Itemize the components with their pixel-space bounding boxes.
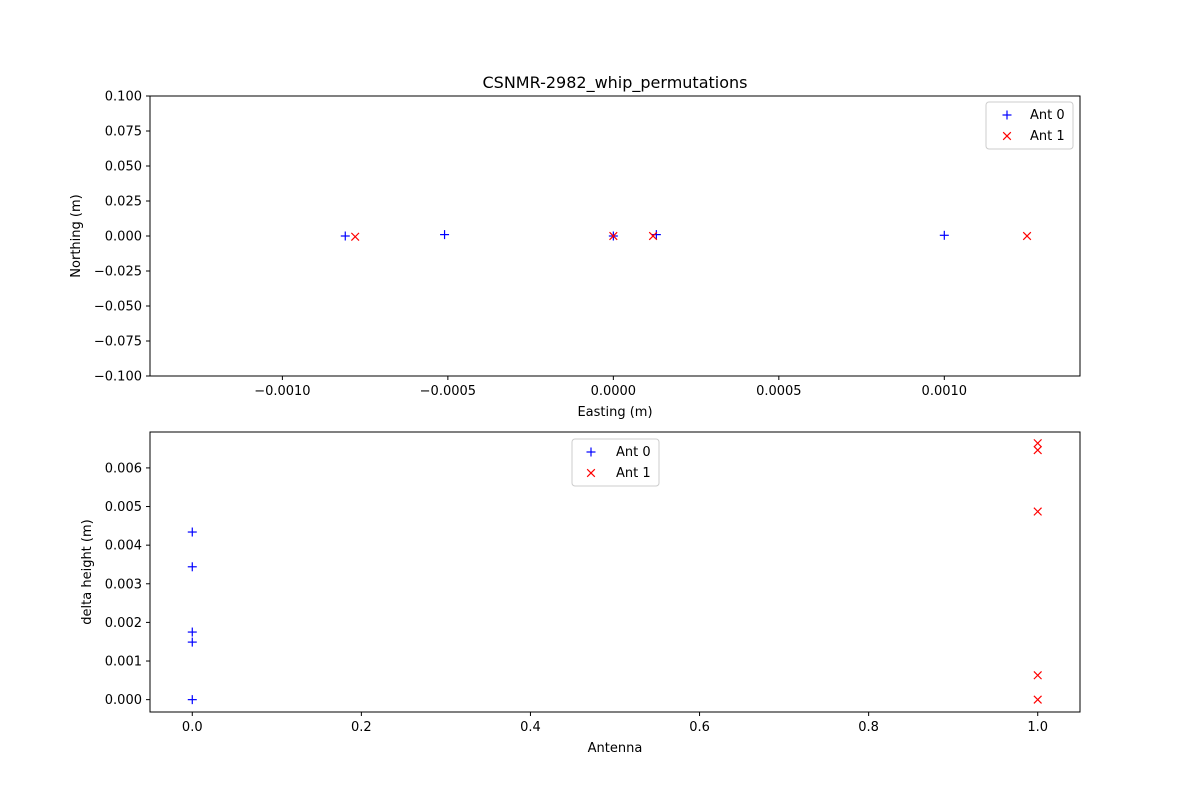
top-x-ticks: −0.0010 −0.0005 0.0000 0.0005 0.0010 [254, 376, 967, 399]
bottom-y-tick-label: 0.000 [105, 693, 142, 708]
bottom-point-ant-1 [1033, 671, 1042, 680]
bottom-y-tick-label: 0.003 [105, 577, 142, 592]
bottom-x-tick-label: 0.8 [858, 720, 879, 735]
top-x-tick-label: 0.0005 [756, 384, 802, 399]
top-x-axis-label: Easting (m) [577, 405, 652, 420]
top-chart: CSNMR-2982_whip_permutations −0.0010 −0.0… [69, 73, 1081, 420]
bottom-y-tick-label: 0.001 [105, 655, 142, 670]
top-y-tick-label: 0.000 [105, 230, 142, 245]
top-point-ant-1 [609, 231, 618, 241]
bottom-x-ticks: 0.0 0.2 0.4 0.6 0.8 1.0 [182, 712, 1048, 735]
top-legend-label-ant-0: Ant 0 [1030, 108, 1065, 123]
top-legend-marker-ant-0 [1002, 110, 1012, 120]
bottom-point-ant-0 [187, 527, 197, 537]
bottom-point-ant-1 [1033, 445, 1042, 455]
top-point-ant-1 [1022, 231, 1032, 241]
top-y-tick-label: −0.075 [94, 335, 142, 350]
bottom-point-ant-1 [1033, 695, 1042, 704]
bottom-point-ant-0 [187, 695, 197, 705]
top-x-tick-label: −0.0010 [254, 384, 310, 399]
bottom-point-ant-1 [1033, 438, 1042, 448]
top-x-tick-label: 0.0010 [922, 384, 968, 399]
top-legend-marker-ant-1 [1002, 131, 1012, 141]
bottom-y-tick-label: 0.006 [105, 461, 142, 476]
bottom-point-ant-0 [187, 627, 197, 637]
top-x-tick-label: −0.0005 [420, 384, 476, 399]
bottom-y-axis-label: delta height (m) [80, 519, 95, 624]
top-y-tick-label: 0.075 [105, 125, 142, 140]
bottom-y-tick-label: 0.002 [105, 616, 142, 631]
legend-plus-marker [586, 447, 596, 457]
top-y-tick-label: −0.025 [94, 265, 142, 280]
bottom-x-tick-label: 1.0 [1027, 720, 1048, 735]
bottom-point-ant-1 [1033, 507, 1042, 516]
top-y-tick-label: 0.025 [105, 195, 142, 210]
top-legend-label-ant-1: Ant 1 [1030, 129, 1065, 144]
top-point-ant-0 [440, 230, 450, 240]
bottom-legend: Ant 0 Ant 1 [571, 438, 660, 487]
top-y-ticks: −0.100 −0.075 −0.050 −0.025 0.000 0.025 0.050 0… [94, 90, 150, 385]
bottom-plot-frame [149, 431, 1081, 713]
top-point-ant-0 [651, 230, 661, 240]
bottom-x-tick-label: 0.0 [182, 720, 203, 735]
top-chart-title: CSNMR-2982_whip_permutations [483, 73, 748, 93]
top-y-tick-label: −0.100 [94, 370, 142, 385]
bottom-legend-marker-ant-0 [586, 447, 596, 457]
bottom-x-tick-label: 0.2 [351, 720, 372, 735]
top-point-ant-1 [648, 231, 658, 241]
bottom-x-tick-label: 0.6 [689, 720, 710, 735]
bottom-points [187, 438, 1042, 705]
bottom-legend-label-ant-0: Ant 0 [616, 445, 651, 460]
legend-plus-marker [1002, 110, 1012, 120]
bottom-point-ant-0 [187, 637, 197, 647]
bottom-point-ant-0 [187, 562, 197, 572]
top-y-tick-label: 0.050 [105, 160, 142, 175]
bottom-y-tick-label: 0.004 [105, 539, 142, 554]
bottom-y-tick-label: 0.005 [105, 500, 142, 515]
top-point-ant-0 [340, 231, 350, 241]
top-points [340, 230, 1032, 241]
bottom-legend-marker-ant-1 [586, 468, 596, 478]
legend-x-marker [1002, 131, 1012, 141]
bottom-legend-box [571, 438, 660, 487]
bottom-y-ticks: 0.000 0.001 0.002 0.003 0.004 0.005 0.006 [105, 461, 150, 708]
top-y-tick-label: −0.050 [94, 300, 142, 315]
top-legend: Ant 0 Ant 1 [985, 101, 1074, 150]
bottom-chart: 0.0 0.2 0.4 0.6 0.8 1.0 0.0000.0010.0020.0030… [80, 431, 1081, 756]
top-y-axis-label: Northing (m) [69, 194, 84, 277]
bottom-x-tick-label: 0.4 [520, 720, 541, 735]
top-y-tick-label: 0.100 [105, 90, 142, 105]
top-point-ant-0 [939, 230, 949, 240]
top-point-ant-1 [350, 232, 360, 241]
legend-x-marker [586, 468, 596, 478]
bottom-legend-label-ant-1: Ant 1 [616, 466, 651, 481]
bottom-x-axis-label: Antenna [588, 741, 643, 756]
top-x-tick-label: 0.0000 [591, 384, 637, 399]
